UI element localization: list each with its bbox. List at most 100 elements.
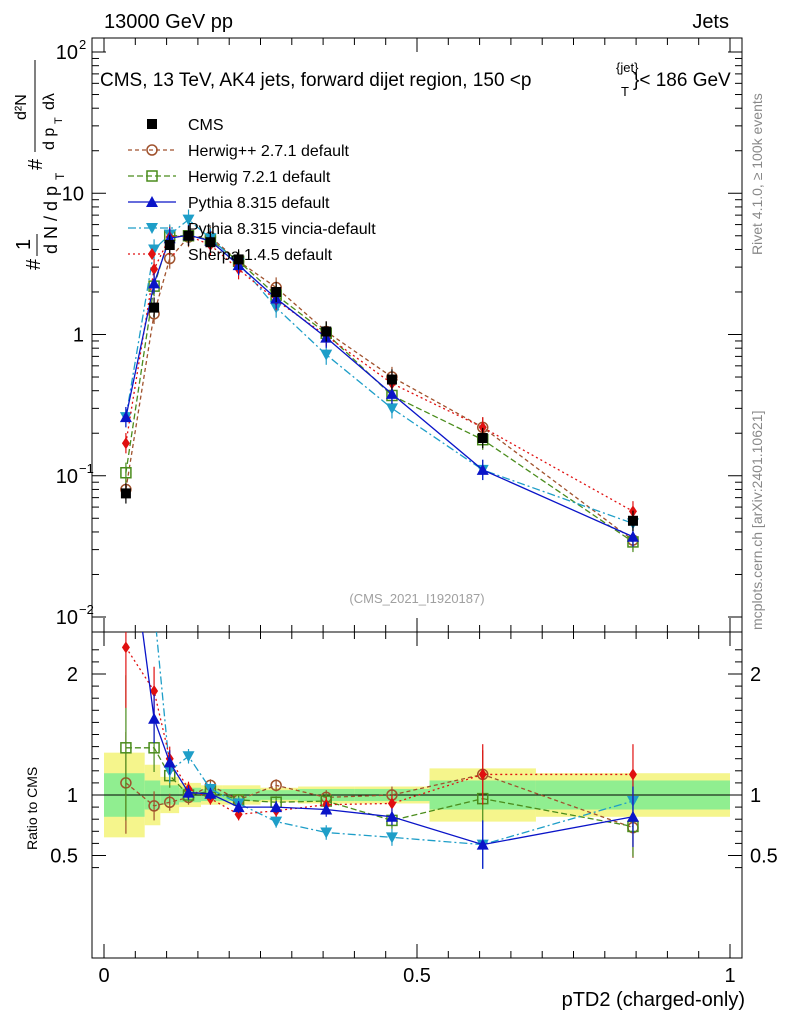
main-ylabel-t1: T xyxy=(53,172,67,180)
main-point-cms-4 xyxy=(205,237,216,248)
main-ylabel-hash: # xyxy=(25,158,47,170)
ratio-point-sherpa-8 xyxy=(387,797,396,810)
rivet-label: Rivet 4.1.0, ≥ 100k events xyxy=(749,93,765,255)
plot-title-sub: T xyxy=(621,84,629,99)
y-tick-label-main-sup-4: 2 xyxy=(79,37,86,52)
ratio-point-herwigpp-6 xyxy=(270,779,282,792)
y-tick-label-main-0: 10 xyxy=(56,607,78,629)
plot-title-main: CMS, 13 TeV, AK4 jets, forward dijet reg… xyxy=(100,70,531,91)
ratio-point-vincia-8 xyxy=(385,832,398,844)
main-ylabel-dl: dλ xyxy=(41,93,58,110)
main-point-pythia-1 xyxy=(148,277,161,289)
main-point-vincia-8 xyxy=(385,403,398,415)
main-point-cms-2 xyxy=(164,240,175,251)
y-tick-label-ratio-right-2: 2 xyxy=(750,664,761,686)
ratio-point-herwigpp-2 xyxy=(163,796,176,809)
y-tick-label-main-2: 1 xyxy=(73,325,84,347)
legend-marker-sherpa xyxy=(148,248,156,260)
main-point-vincia-1 xyxy=(148,244,161,256)
y-tick-label-main-1: 10 xyxy=(56,466,78,488)
legend: CMS Herwig++ 2.7.1 default Herwig 7.2.1 de… xyxy=(128,117,376,264)
main-series xyxy=(119,209,639,553)
main-series-herwig7 xyxy=(120,225,639,553)
ratio-point-sherpa-10 xyxy=(628,768,637,781)
ratio-point-pythia-6 xyxy=(270,801,283,813)
y-tick-label-main-4: 10 xyxy=(56,42,78,64)
main-point-pythia-9 xyxy=(476,463,489,475)
ratio-ylabel: Ratio to CMS xyxy=(24,767,40,850)
main-ylabel-t2: T xyxy=(53,117,65,124)
legend-label-herwig7: Herwig 7.2.1 default xyxy=(188,169,331,186)
main-series-pythia xyxy=(119,225,639,547)
ratio-point-herwig7-0 xyxy=(120,742,132,754)
y-tick-label-ratio-1: 1 xyxy=(67,785,78,807)
y-tick-label-ratio-0: 0.5 xyxy=(50,846,78,868)
x-tick-label-0: 0 xyxy=(98,965,109,987)
analysis-watermark: (CMS_2021_I1920187) xyxy=(349,591,484,606)
main-ylabel-n: d N / d p xyxy=(41,186,61,254)
main-ylabel: # 1 d N / d p T # d²N d p T dλ xyxy=(13,60,67,270)
legend-label-vincia: Pythia 8.315 vincia-default xyxy=(188,221,376,238)
main-point-vincia-3 xyxy=(182,214,195,226)
ratio-point-pythia-7 xyxy=(320,803,333,815)
main-point-cms-8 xyxy=(386,374,397,385)
y-tick-label-ratio-right-1: 1 xyxy=(750,785,761,807)
ratio-point-pythia-3 xyxy=(182,786,195,798)
main-line-sherpa xyxy=(125,235,634,512)
ratio-series-herwig7 xyxy=(120,675,639,857)
main-point-pythia-10 xyxy=(626,530,639,542)
ratio-point-pythia-4 xyxy=(204,787,217,799)
main-series-cms xyxy=(120,225,638,531)
ratio-point-vincia-1 xyxy=(148,602,160,613)
x-axis-label: pTD2 (charged-only) xyxy=(562,989,745,1011)
legend-marker-herwigpp xyxy=(146,144,158,156)
main-point-cms-1 xyxy=(149,302,160,313)
ratio-point-pythia-2 xyxy=(163,756,176,768)
legend-label-herwigpp: Herwig++ 2.7.1 default xyxy=(188,143,350,160)
main-point-cms-6 xyxy=(271,286,282,297)
main-ylabel-dpt: d p xyxy=(41,128,58,150)
ratio-point-pythia-10 xyxy=(626,810,639,822)
main-ylabel-d2n: d²N xyxy=(13,94,30,120)
main-line-herwigpp xyxy=(125,236,634,541)
main-point-sherpa-9 xyxy=(478,421,487,434)
main-point-cms-5 xyxy=(233,254,244,265)
ratio-point-sherpa-0 xyxy=(121,641,130,654)
main-point-pythia-0 xyxy=(119,411,132,423)
legend-marker-vincia xyxy=(146,223,158,234)
main-point-sherpa-0 xyxy=(121,437,130,450)
main-point-pythia-8 xyxy=(385,387,398,399)
main-ylabel-frac1: 1 xyxy=(13,239,35,250)
main-ylabel-text: # xyxy=(23,258,45,270)
main-point-cms-10 xyxy=(627,515,638,526)
ratio-point-sherpa-1 xyxy=(150,684,159,697)
legend-marker-cms xyxy=(147,119,157,129)
ratio-point-herwigpp-1 xyxy=(148,800,160,812)
legend-label-cms: CMS xyxy=(188,117,224,134)
ratio-point-pythia-9 xyxy=(476,838,489,850)
ratio-series-pythia xyxy=(142,632,639,869)
main-point-sherpa-1 xyxy=(150,263,159,276)
legend-marker-herwig7 xyxy=(146,170,158,182)
main-point-cms-3 xyxy=(183,230,194,241)
main-point-vincia-7 xyxy=(320,349,333,361)
header-right: Jets xyxy=(692,11,729,33)
ratio-point-pythia-5 xyxy=(232,801,245,813)
main-line-herwig7 xyxy=(125,235,634,543)
ratio-point-sherpa-9 xyxy=(478,768,487,781)
ratio-point-vincia-7 xyxy=(320,827,333,839)
x-tick-label-2: 1 xyxy=(724,965,735,987)
legend-label-sherpa: Sherpa 1.4.5 default xyxy=(188,247,333,264)
ratio-point-pythia-8 xyxy=(385,810,398,822)
x-tick-label-1: 0.5 xyxy=(403,965,431,987)
plot-title-end: }< 186 GeV xyxy=(633,70,731,91)
main-series-sherpa xyxy=(121,225,637,522)
main-point-cms-7 xyxy=(321,326,332,337)
plot-title-sup: {jet} xyxy=(616,60,639,75)
mcplots-label: mcplots.cern.ch [arXiv:2401.10621] xyxy=(749,411,765,630)
main-line-vincia xyxy=(125,218,634,524)
main-series-herwigpp xyxy=(120,226,639,551)
header-left: 13000 GeV pp xyxy=(104,11,233,33)
